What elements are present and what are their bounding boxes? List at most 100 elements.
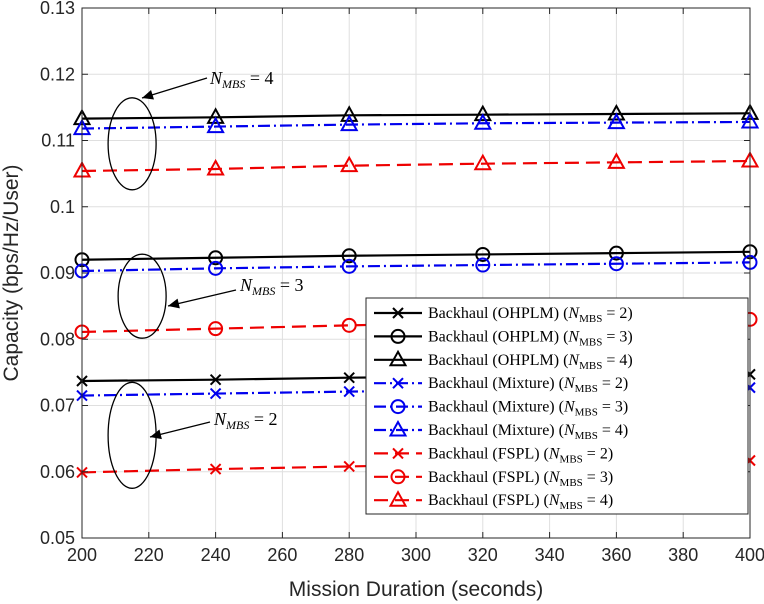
data-point [607, 152, 626, 169]
annotation-label: NMBS = 2 [213, 409, 278, 432]
data-point [607, 112, 626, 130]
x-tick-label: 200 [67, 545, 97, 565]
legend-marker [390, 469, 406, 485]
data-point [340, 105, 359, 122]
x-tick-label: 240 [201, 545, 231, 565]
series-2 [74, 244, 758, 268]
data-point [343, 385, 355, 398]
legend-marker [392, 307, 404, 319]
data-point [206, 116, 225, 134]
legend-label: Backhaul (Mixture) (NMBS = 2) [428, 375, 628, 395]
legend-box [365, 297, 749, 515]
y-tick-label: 0.07 [40, 396, 75, 416]
legend-label: Backhaul (FSPL) (NMBS = 2) [428, 445, 613, 465]
y-tick-label: 0.06 [40, 462, 75, 482]
data-point [475, 246, 491, 262]
legend-entry: Backhaul (OHPLM) (NMBS = 4) [374, 349, 633, 372]
annotation-label: NMBS = 4 [209, 68, 274, 91]
data-point [341, 258, 357, 274]
legend-label: Backhaul (OHPLM) (NMBS = 4) [428, 352, 633, 372]
legend-label: Backhaul (FSPL) (NMBS = 3) [428, 469, 613, 489]
y-tick-label: 0.1 [50, 197, 75, 217]
arrow-head [142, 89, 154, 100]
arrow-head [150, 429, 162, 440]
annotation-arrow [141, 77, 208, 99]
legend-marker [388, 419, 408, 437]
y-tick-label: 0.09 [40, 263, 75, 283]
legend-marker [390, 328, 406, 344]
annotations: NMBS = 4 NMBS = 3 NMBS = 2 [107, 68, 304, 489]
legend-entry: Backhaul (OHPLM) (NMBS = 3) [374, 328, 633, 348]
data-point [341, 317, 357, 333]
legend-entry: Backhaul (FSPL) (NMBS = 4) [374, 490, 613, 512]
legend-label: Backhaul (OHPLM) (NMBS = 2) [428, 305, 633, 325]
x-axis-label: Mission Duration (seconds) [289, 578, 543, 601]
legend-label: Backhaul (Mixture) (NMBS = 3) [428, 399, 628, 419]
data-point [341, 248, 357, 264]
series-line [81, 250, 751, 261]
annotation-n2: NMBS = 2 [107, 381, 278, 489]
annotation-n4: NMBS = 4 [107, 68, 274, 191]
data-point [209, 387, 222, 400]
legend-entry: Backhaul (Mixture) (NMBS = 4) [374, 419, 628, 442]
data-point [206, 158, 225, 176]
data-point [608, 256, 624, 272]
data-point [343, 371, 355, 384]
x-tick-label: 220 [134, 545, 164, 565]
y-axis-label: Capacity (bps/Hz/User) [0, 164, 23, 381]
data-point [206, 107, 225, 124]
data-point [475, 257, 491, 273]
data-point [343, 460, 355, 473]
data-point [209, 463, 222, 475]
x-tick-label: 280 [334, 545, 364, 565]
legend-marker [388, 490, 408, 507]
x-tick-label: 320 [468, 545, 498, 565]
series-line [81, 112, 751, 120]
legend-entry: Backhaul (FSPL) (NMBS = 3) [374, 469, 613, 489]
legend-entry: Backhaul (OHPLM) (NMBS = 2) [374, 305, 633, 325]
legend-marker [392, 377, 404, 389]
x-tick-label: 300 [401, 545, 431, 565]
y-tick-label: 0.05 [40, 528, 75, 548]
legend-entry: Backhaul (Mixture) (NMBS = 2) [374, 375, 628, 395]
y-tick-label: 0.12 [40, 64, 75, 84]
legend-label: Backhaul (OHPLM) (NMBS = 3) [428, 328, 633, 348]
annotation-label: NMBS = 3 [239, 275, 304, 298]
data-point [340, 155, 359, 173]
legend: Backhaul (OHPLM) (NMBS = 2) Backhaul (OHP… [365, 297, 749, 515]
y-tick-label: 0.13 [40, 0, 75, 18]
legend-entry: Backhaul (FSPL) (NMBS = 2) [374, 445, 613, 465]
annotation-ellipse [107, 97, 157, 191]
annotation-arrow [167, 289, 237, 307]
data-point [209, 373, 222, 386]
arrow-head [168, 298, 180, 309]
data-point [473, 104, 492, 122]
series-line [81, 159, 751, 173]
x-tick-label: 340 [535, 545, 565, 565]
data-point [208, 260, 224, 276]
data-point [473, 153, 492, 171]
data-point [608, 245, 624, 261]
legend-marker [392, 447, 404, 460]
data-point [208, 321, 224, 337]
legend-marker [388, 349, 408, 367]
annotation-n3: NMBS = 3 [117, 253, 304, 339]
annotation-ellipse [117, 253, 167, 339]
series-3 [72, 103, 760, 126]
legend-marker [390, 399, 406, 415]
x-tick-label: 380 [668, 545, 698, 565]
x-tick-label: 400 [735, 545, 764, 565]
series-line [81, 120, 751, 130]
data-point [340, 114, 359, 132]
data-point [607, 103, 626, 121]
legend-entry: Backhaul (Mixture) (NMBS = 3) [374, 399, 628, 419]
legend-label: Backhaul (FSPL) (NMBS = 4) [428, 492, 613, 512]
data-point [208, 250, 224, 266]
x-tick-label: 360 [601, 545, 631, 565]
legend-label: Backhaul (Mixture) (NMBS = 4) [428, 422, 628, 442]
series-line [81, 261, 751, 273]
y-tick-label: 0.08 [40, 329, 75, 349]
data-point [473, 113, 492, 130]
y-tick-label: 0.11 [41, 131, 75, 151]
